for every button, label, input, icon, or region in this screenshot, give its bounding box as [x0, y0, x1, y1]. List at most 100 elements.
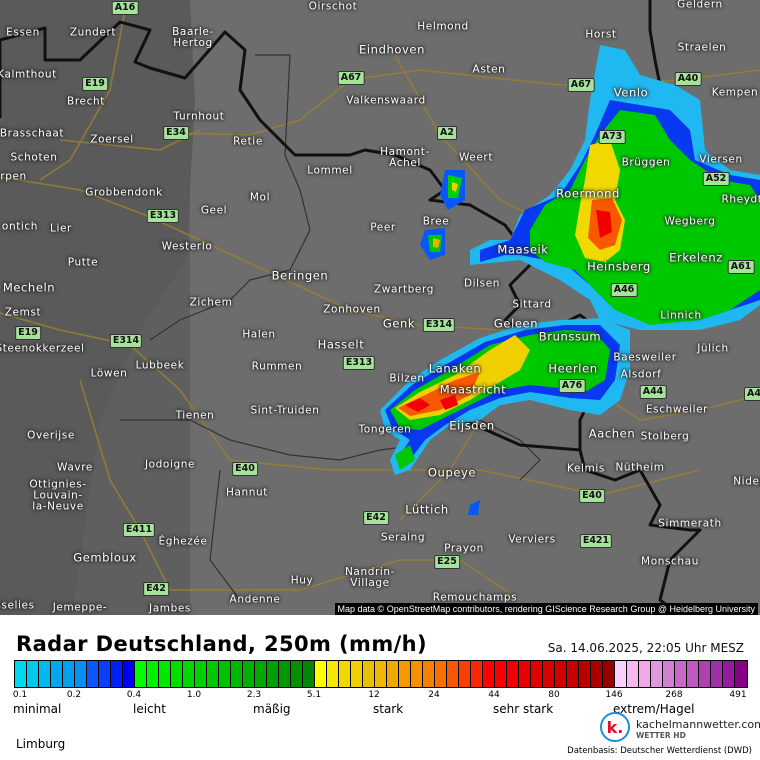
scale-cell [507, 661, 519, 687]
road-shield: E313 [342, 356, 376, 370]
place-label: Horst [585, 28, 617, 41]
place-label: Viersen [699, 153, 743, 166]
place-label: Oirschot [308, 0, 358, 13]
scale-cell [531, 661, 543, 687]
scale-cell [267, 661, 279, 687]
place-label: Monschau [641, 555, 699, 568]
place-label: Prayon [444, 542, 484, 555]
place-label: Sint-Truiden [250, 404, 320, 417]
place-label: Nütheim [615, 461, 665, 474]
scale-tick-label: 268 [665, 690, 683, 700]
scale-cell [543, 661, 555, 687]
scale-cell [159, 661, 171, 687]
place-label: Löwen [90, 367, 128, 380]
place-label: Remouchamps [432, 591, 518, 604]
color-scale [14, 660, 748, 688]
scale-cell [63, 661, 75, 687]
place-label: Rummen [251, 360, 303, 373]
place-label: erpen [0, 170, 27, 183]
place-label: Zonhoven [323, 303, 381, 316]
scale-cell [15, 661, 27, 687]
place-label: Putte [67, 256, 99, 269]
place-label: Westerlo [161, 240, 213, 253]
place-label: Grobbendonk [85, 186, 163, 199]
rain-cell-south [380, 318, 630, 515]
place-label: Turnhout [173, 110, 225, 123]
road-shield: E42 [363, 511, 389, 525]
road-shield: E411 [122, 523, 156, 537]
place-label: Mecheln [2, 280, 56, 295]
scale-tick-label: 5.1 [306, 690, 322, 700]
map-attribution[interactable]: Map data © OpenStreetMap contributors, r… [334, 603, 758, 615]
place-label: Huy [290, 574, 314, 587]
scale-cell [735, 661, 747, 687]
place-label: Asten [472, 63, 506, 76]
place-label: Kempen [711, 86, 759, 99]
road-shield: A46 [610, 283, 638, 297]
scale-cell [495, 661, 507, 687]
scale-tick-label: 1.0 [186, 690, 202, 700]
scale-cell [111, 661, 123, 687]
place-label: Essen [6, 26, 40, 39]
scale-cell [663, 661, 675, 687]
scale-cell [579, 661, 591, 687]
brand-name[interactable]: kachelmannwetter.com [636, 718, 760, 731]
place-label: Seraing [380, 531, 426, 544]
place-label: Wavre [57, 461, 93, 474]
scale-cell [387, 661, 399, 687]
scale-tick-label: 0.2 [66, 690, 82, 700]
data-source: Datenbasis: Deutscher Wetterdienst (DWD) [567, 746, 752, 756]
intensity-category-label: minimal [13, 702, 62, 716]
place-label: Jodoigne [144, 458, 196, 471]
scale-cell [459, 661, 471, 687]
place-label: Brunssum [538, 329, 602, 344]
scale-cell [447, 661, 459, 687]
road-shield: A61 [727, 260, 755, 274]
scale-cell [75, 661, 87, 687]
scale-cell [519, 661, 531, 687]
scale-cell [699, 661, 711, 687]
scale-cell [639, 661, 651, 687]
intensity-category-label: mäßig [253, 702, 291, 716]
kachelmann-logo-icon[interactable]: k. [600, 712, 630, 742]
place-label: Oupeye [427, 465, 477, 480]
intensity-category-label: sehr stark [493, 702, 554, 716]
intensity-category-label: extrem/Hagel [613, 702, 695, 716]
radar-precipitation [380, 45, 760, 515]
place-label: Lanaken [428, 361, 482, 376]
radar-map[interactable]: Essen Zundert Baarle- Hertog Oirschot Helmon… [0, 0, 760, 615]
scale-cell [567, 661, 579, 687]
road-shield: E40 [579, 489, 605, 503]
scale-cell [291, 661, 303, 687]
scale-cell [255, 661, 267, 687]
scale-cell [423, 661, 435, 687]
scale-cell [687, 661, 699, 687]
scale-cell [399, 661, 411, 687]
road-shield: E42 [143, 582, 169, 596]
place-label: Maaseik [497, 242, 549, 257]
place-label: Nideg [733, 475, 760, 488]
place-label: Kelmis [567, 462, 605, 475]
timestamp: Sa. 14.06.2025, 22:05 Uhr MESZ [547, 641, 744, 655]
place-label: Beringen [271, 268, 329, 283]
scale-cell [315, 661, 327, 687]
place-label: Ottignies- Louvain- la-Neuve [29, 478, 87, 513]
place-label: Halen [242, 328, 276, 341]
scale-tick-label: 44 [488, 690, 500, 700]
place-label: Zichem [189, 296, 233, 309]
intensity-category-label: stark [373, 702, 404, 716]
place-label: Peer [370, 221, 396, 234]
scale-tick-label: 0.4 [126, 690, 142, 700]
place-label: Straelen [677, 41, 727, 54]
legend-title: Radar Deutschland, 250m (mm/h) [16, 632, 428, 656]
road-shield: A16 [111, 1, 139, 15]
place-label: Steenokkerzeel [0, 342, 85, 355]
place-label: Baesweiler [613, 351, 677, 364]
scale-cell [591, 661, 603, 687]
road-shield: A40 [674, 72, 702, 86]
scale-cell [435, 661, 447, 687]
intensity-category-label: leicht [133, 702, 166, 716]
scale-cell [627, 661, 639, 687]
place-label: Venlo [613, 85, 649, 100]
scale-cell [87, 661, 99, 687]
